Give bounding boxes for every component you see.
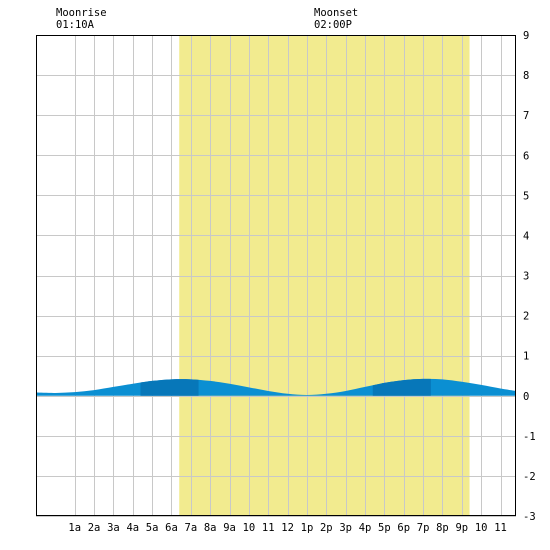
moonset-time: 02:00P xyxy=(314,19,352,31)
x-tick-label: 8p xyxy=(436,522,449,534)
y-tick-label: 6 xyxy=(523,150,529,162)
moonrise-time: 01:10A xyxy=(56,19,95,31)
y-tick-label: 9 xyxy=(523,30,529,42)
y-tick-label: 5 xyxy=(523,190,529,202)
x-tick-label: 10 xyxy=(243,522,256,534)
x-tick-labels: 1a 2a 3a 4a 5a 6a 7a 8a 9a 10 11 12 1p 2p 3p 4p 5p 6p 7p 8p… xyxy=(68,522,506,534)
x-tick-label: 10 xyxy=(475,522,488,534)
moonset-label: Moonset xyxy=(314,7,358,19)
tide-area-group xyxy=(36,378,516,396)
x-tick-label: 3a xyxy=(107,522,120,534)
daylight-band xyxy=(179,35,470,516)
y-tick-label: 7 xyxy=(523,110,529,122)
y-tick-label: 2 xyxy=(523,311,529,323)
x-tick-label: 11 xyxy=(262,522,275,534)
y-tick-label: -3 xyxy=(523,511,536,523)
x-tick-label: 6a xyxy=(165,522,178,534)
tide-area-dark-band xyxy=(372,378,431,396)
x-tick-label: 4a xyxy=(126,522,139,534)
x-tick-label: 9p xyxy=(455,522,468,534)
x-tick-label: 7p xyxy=(417,522,430,534)
x-tick-label: 4p xyxy=(359,522,372,534)
x-tick-label: 5a xyxy=(146,522,159,534)
x-tick-label: 12 xyxy=(281,522,294,534)
x-tick-label: 6p xyxy=(397,522,410,534)
x-tick-label: 2a xyxy=(88,522,101,534)
y-tick-label: 0 xyxy=(523,391,529,403)
x-tick-label: 7a xyxy=(185,522,198,534)
y-tick-label: 4 xyxy=(523,230,529,242)
x-tick-label: 2p xyxy=(320,522,333,534)
tide-area-dark-band xyxy=(140,378,199,396)
x-tick-label: 9a xyxy=(223,522,236,534)
y-tick-label: 1 xyxy=(523,351,529,363)
x-tick-label: 1a xyxy=(68,522,81,534)
y-tick-label: 3 xyxy=(523,271,529,283)
y-tick-label: -2 xyxy=(523,471,536,483)
x-tick-label: 11 xyxy=(494,522,507,534)
y-tick-labels: 9 8 7 6 5 4 3 2 1 0 -1 -2 -3 xyxy=(523,30,536,523)
x-tick-label: 8a xyxy=(204,522,217,534)
y-tick-label: -1 xyxy=(523,431,536,443)
daylight-band-group xyxy=(179,35,470,516)
x-tick-label: 1p xyxy=(301,522,314,534)
grid-lines xyxy=(36,35,516,517)
x-tick-label: 3p xyxy=(339,522,352,534)
moonrise-label: Moonrise xyxy=(56,7,107,19)
plot-frame xyxy=(36,35,516,516)
y-tick-label: 8 xyxy=(523,70,529,82)
x-tick-label: 5p xyxy=(378,522,391,534)
